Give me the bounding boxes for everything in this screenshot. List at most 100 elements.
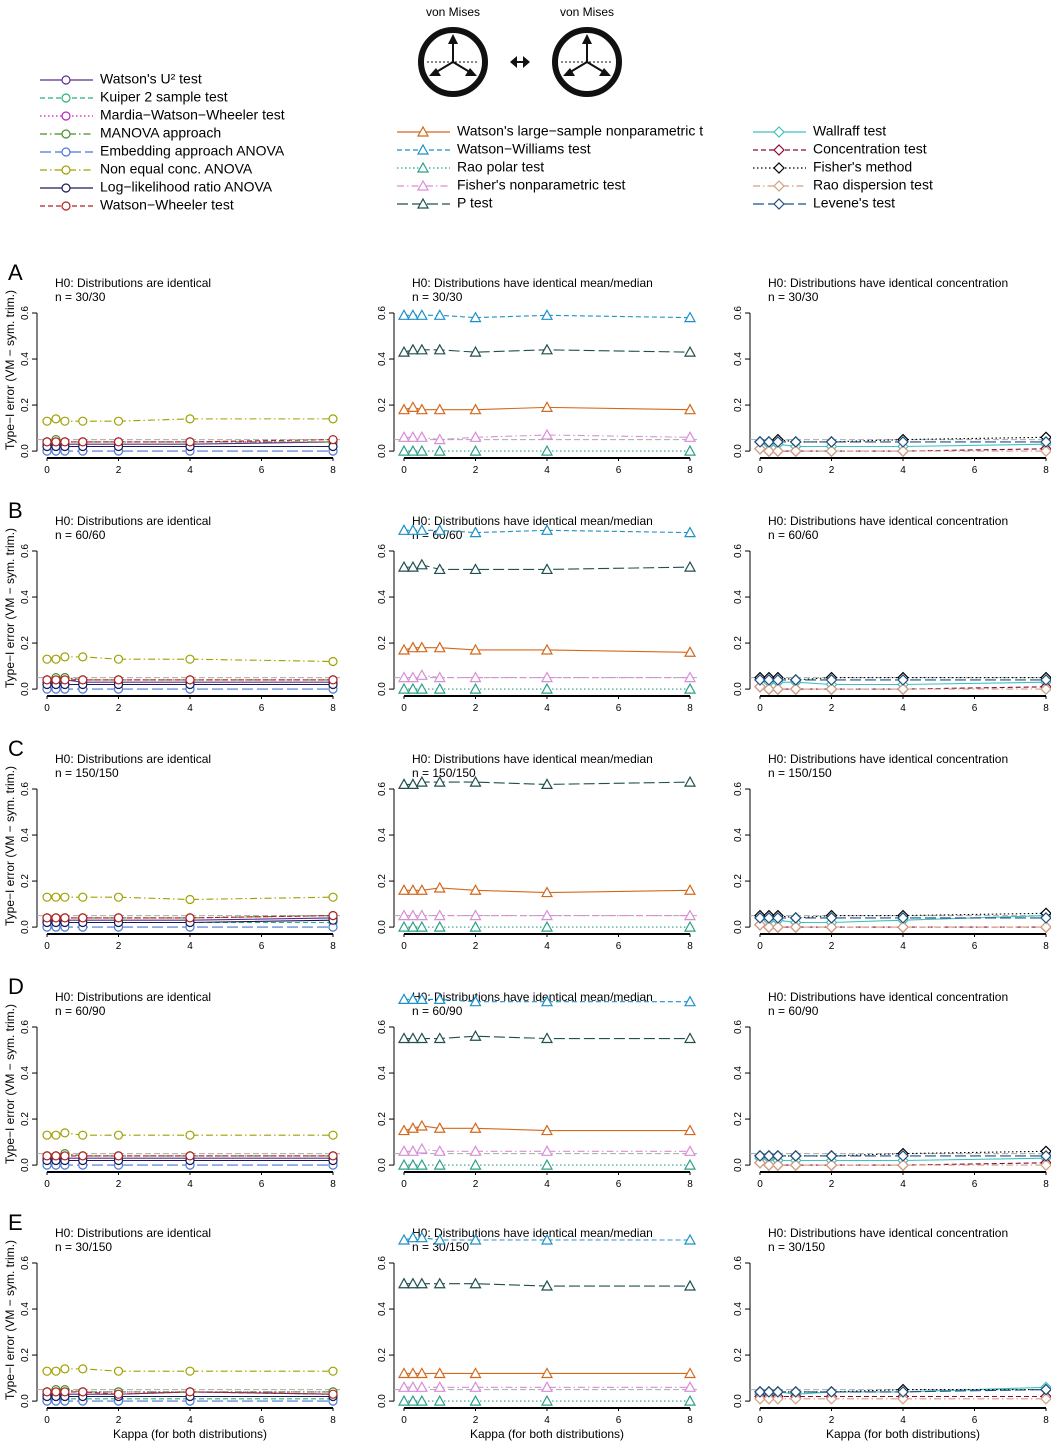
marker (113, 892, 124, 902)
marker (683, 1032, 697, 1044)
panel-subtitle: n = 30/30 (768, 290, 819, 304)
marker (406, 1367, 419, 1379)
marker (469, 1122, 482, 1133)
marker (433, 1277, 446, 1289)
marker (51, 414, 61, 424)
marker (683, 1233, 697, 1245)
y-tick-label: 0.0 (733, 920, 744, 934)
marker (42, 437, 52, 447)
marker (540, 1145, 554, 1156)
marker (763, 436, 775, 448)
x-tick-label: 2 (116, 1415, 122, 1426)
panel: H0: Distributions have identical mean/me… (377, 276, 698, 476)
y-tick-label: 0.0 (377, 444, 388, 458)
panel-subtitle: n = 60/60 (55, 528, 106, 542)
legend-label: Log−likelihood ratio ANOVA (100, 179, 273, 195)
marker (469, 682, 482, 694)
x-tick-label: 2 (473, 1179, 479, 1190)
panel-title: H0: Distributions have identical mean/me… (412, 752, 653, 766)
marker (113, 913, 124, 923)
panel-subtitle: n = 60/90 (412, 1004, 463, 1018)
marker (397, 403, 411, 415)
marker (772, 1386, 784, 1398)
x-tick-label: 4 (544, 465, 550, 476)
marker (433, 671, 446, 683)
panel-title: H0: Distributions have identical concent… (768, 276, 1008, 290)
x-tick-label: 2 (116, 1179, 122, 1190)
marker (683, 909, 697, 921)
marker (763, 445, 775, 457)
marker (42, 892, 52, 902)
marker (397, 1367, 411, 1379)
marker (789, 921, 802, 933)
marker (78, 1387, 88, 1397)
distribution-icon (418, 27, 488, 97)
x-tick-label: 6 (972, 1415, 978, 1426)
marker (469, 431, 482, 442)
marker (469, 1394, 482, 1406)
panel-subtitle: n = 150/150 (55, 766, 119, 780)
x-tick-label: 0 (44, 465, 50, 476)
y-tick-label: 0.0 (733, 682, 744, 696)
marker (763, 1392, 775, 1405)
x-tick-label: 8 (1043, 1415, 1049, 1426)
marker (406, 1158, 419, 1170)
x-tick-label: 0 (44, 1179, 50, 1190)
marker (469, 1277, 482, 1289)
legend-marker (61, 75, 71, 85)
marker (789, 1392, 802, 1405)
marker (60, 1364, 70, 1374)
marker (897, 1392, 909, 1405)
marker (825, 1159, 838, 1171)
x-tick-label: 8 (330, 1179, 336, 1190)
x-tick-label: 8 (687, 1415, 693, 1426)
x-tick-label: 2 (473, 465, 479, 476)
marker (683, 671, 697, 683)
marker (42, 1130, 52, 1140)
y-tick-label: 0.4 (20, 590, 31, 604)
marker (406, 524, 419, 535)
y-tick-label: 0.6 (20, 1256, 31, 1270)
x-tick-label: 8 (687, 703, 693, 714)
marker (469, 995, 482, 1007)
legend-marker (773, 126, 785, 138)
marker (433, 524, 446, 535)
marker (469, 444, 482, 456)
panel: H0: Distributions have identical mean/me… (377, 514, 698, 714)
marker (825, 674, 838, 686)
x-tick-label: 6 (259, 941, 265, 952)
y-tick-label: 0.4 (377, 828, 388, 842)
marker (763, 921, 775, 933)
marker (683, 1124, 697, 1136)
marker (433, 563, 446, 575)
marker (1040, 1159, 1051, 1171)
marker (825, 445, 838, 457)
marker (415, 920, 428, 932)
marker (540, 343, 554, 355)
marker (415, 309, 428, 320)
marker (328, 910, 338, 921)
x-tick-label: 4 (544, 703, 550, 714)
marker (397, 1158, 411, 1170)
marker (754, 1392, 766, 1405)
legend-label: Fisher's nonparametric test (457, 177, 626, 193)
marker (185, 1366, 195, 1376)
panel-subtitle: n = 150/150 (412, 766, 476, 780)
y-tick-label: 0.4 (733, 590, 744, 604)
marker (469, 1381, 482, 1392)
marker (825, 921, 838, 933)
marker (406, 401, 419, 412)
panel-title: H0: Distributions are identical (55, 514, 211, 528)
marker (51, 1130, 61, 1140)
marker (683, 403, 697, 415)
diagram: von Mises von Mises (418, 5, 622, 97)
marker (897, 1386, 909, 1398)
y-tick-label: 0.6 (733, 782, 744, 796)
legend-label: MANOVA approach (100, 125, 221, 141)
x-tick-label: 4 (900, 1415, 906, 1426)
marker (51, 654, 61, 664)
marker (1040, 445, 1051, 457)
legend-label: Rao dispersion test (813, 177, 933, 193)
marker (772, 912, 784, 924)
marker (763, 674, 775, 686)
